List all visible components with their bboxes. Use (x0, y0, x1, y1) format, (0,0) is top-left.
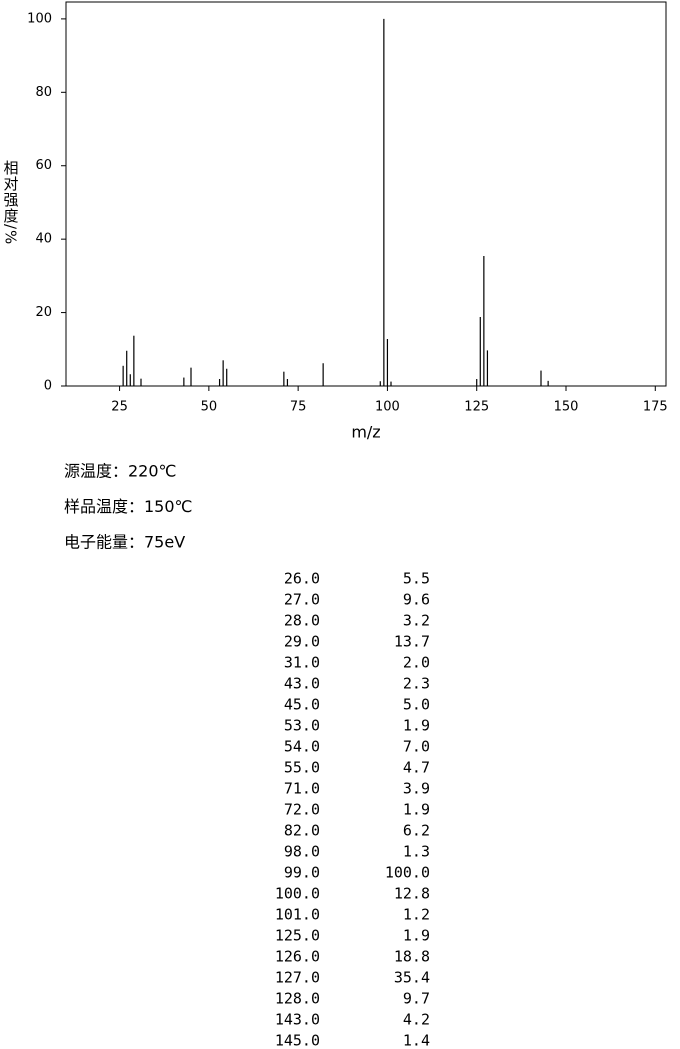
y-axis-label: 相对强度/% (2, 160, 20, 245)
table-mz: 100.0 (275, 885, 320, 903)
y-tick-label: 40 (35, 232, 52, 247)
table-mz: 54.0 (284, 738, 320, 756)
table-mz: 82.0 (284, 822, 320, 840)
condition: 电子能量：75eV (64, 533, 185, 552)
table-mz: 126.0 (275, 948, 320, 966)
table-mz: 72.0 (284, 801, 320, 819)
table-mz: 55.0 (284, 759, 320, 777)
x-axis-label: m/z (351, 423, 380, 442)
table-mz: 98.0 (284, 843, 320, 861)
table-intensity: 1.3 (403, 843, 430, 861)
table-intensity: 5.5 (403, 570, 430, 588)
table-mz: 31.0 (284, 654, 320, 672)
table-mz: 45.0 (284, 696, 320, 714)
table-mz: 127.0 (275, 969, 320, 987)
table-intensity: 9.6 (403, 591, 430, 609)
table-intensity: 3.2 (403, 612, 430, 630)
table-intensity: 12.8 (394, 885, 430, 903)
x-tick-label: 75 (290, 400, 307, 415)
table-mz: 143.0 (275, 1011, 320, 1029)
table-intensity: 9.7 (403, 990, 430, 1008)
condition: 样品温度：150℃ (64, 497, 193, 516)
y-tick-label: 60 (35, 158, 52, 173)
table-mz: 128.0 (275, 990, 320, 1008)
table-mz: 43.0 (284, 675, 320, 693)
table-mz: 28.0 (284, 612, 320, 630)
x-tick-label: 50 (201, 400, 218, 415)
y-tick-label: 100 (27, 11, 52, 26)
x-tick-label: 100 (375, 400, 400, 415)
table-intensity: 35.4 (394, 969, 430, 987)
y-tick-label: 20 (35, 305, 52, 320)
table-mz: 29.0 (284, 633, 320, 651)
table-intensity: 3.9 (403, 780, 430, 798)
table-intensity: 2.0 (403, 654, 430, 672)
table-mz: 27.0 (284, 591, 320, 609)
table-mz: 99.0 (284, 864, 320, 882)
table-intensity: 7.0 (403, 738, 430, 756)
x-tick-label: 175 (643, 400, 668, 415)
table-intensity: 18.8 (394, 948, 430, 966)
table-mz: 71.0 (284, 780, 320, 798)
table-mz: 145.0 (275, 1032, 320, 1049)
table-intensity: 1.9 (403, 801, 430, 819)
x-tick-label: 125 (464, 400, 489, 415)
x-tick-label: 25 (111, 400, 128, 415)
y-tick-label: 80 (35, 85, 52, 100)
y-tick-label: 0 (44, 379, 52, 394)
table-intensity: 4.7 (403, 759, 430, 777)
table-mz: 125.0 (275, 927, 320, 945)
condition: 源温度：220℃ (64, 462, 177, 481)
table-intensity: 1.2 (403, 906, 430, 924)
table-intensity: 2.3 (403, 675, 430, 693)
table-mz: 26.0 (284, 570, 320, 588)
plot-frame (65, 1, 667, 387)
table-intensity: 5.0 (403, 696, 430, 714)
table-intensity: 1.9 (403, 927, 430, 945)
table-mz: 53.0 (284, 717, 320, 735)
table-intensity: 13.7 (394, 633, 430, 651)
table-intensity: 4.2 (403, 1011, 430, 1029)
table-intensity: 1.4 (403, 1032, 430, 1049)
x-tick-label: 150 (554, 400, 579, 415)
table-intensity: 1.9 (403, 717, 430, 735)
table-intensity: 100.0 (385, 864, 430, 882)
table-intensity: 6.2 (403, 822, 430, 840)
table-mz: 101.0 (275, 906, 320, 924)
